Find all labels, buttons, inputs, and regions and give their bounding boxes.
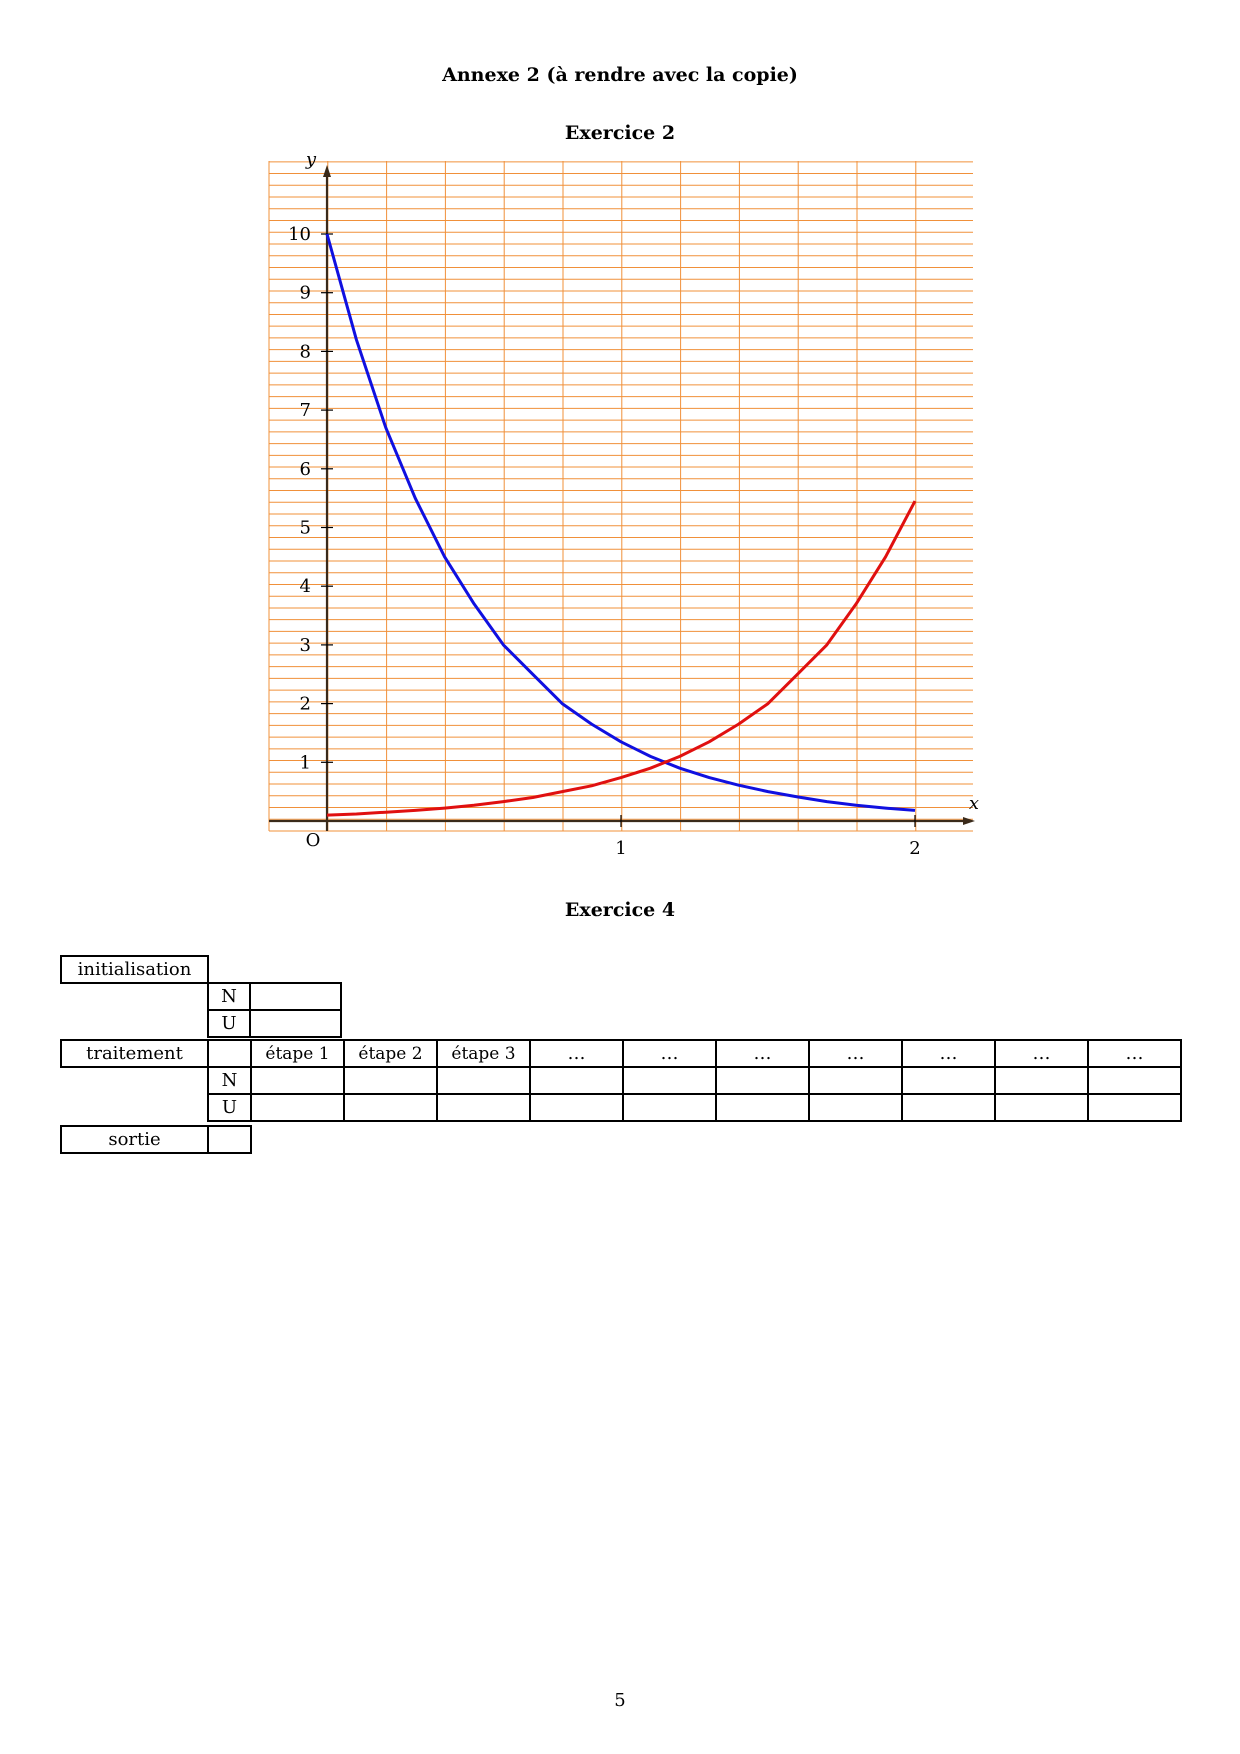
x-tick-label: 2 [909,838,920,859]
traitement-n-label: N [207,1066,252,1095]
x-axis-label: x [969,793,979,814]
y-tick-label: 2 [300,694,311,715]
x-axis-arrow [963,817,975,825]
y-tick-label: 9 [300,283,311,304]
u-value-cell[interactable] [250,1093,345,1122]
step-header: … [994,1039,1089,1068]
traitement-table: traitement étape 1 étape 2 étape 3 … … …… [60,1039,1182,1122]
init-n-cell[interactable] [249,982,342,1011]
init-u-cell[interactable] [249,1009,342,1038]
step-header: … [529,1039,624,1068]
init-n-label: N [207,982,251,1011]
y-tick-label: 6 [300,459,311,480]
sortie-cell[interactable] [207,1125,252,1154]
step-header: … [901,1039,996,1068]
n-value-cell[interactable] [529,1066,624,1095]
step-header: étape 1 [250,1039,345,1068]
sortie-label: sortie [60,1125,209,1154]
y-tick-label: 1 [300,752,311,773]
origin-label: O [306,830,321,851]
step-header: étape 2 [343,1039,438,1068]
u-value-cell[interactable] [622,1093,717,1122]
annexe-title: Annexe 2 (à rendre avec la copie) [442,64,798,86]
step-header: … [808,1039,903,1068]
u-value-cell[interactable] [1087,1093,1182,1122]
init-u-label: U [207,1009,251,1038]
u-value-cell[interactable] [808,1093,903,1122]
n-value-cell[interactable] [1087,1066,1182,1095]
u-value-cell[interactable] [715,1093,810,1122]
y-tick-label: 8 [300,341,311,362]
step-header: étape 3 [436,1039,531,1068]
exercise4-title: Exercice 4 [564,899,676,921]
y-tick-label: 7 [300,400,311,421]
decreasing-curve [325,233,916,812]
y-tick-label: 10 [288,224,311,245]
step-header: … [715,1039,810,1068]
exercise2-graph: 1 2 3 4 5 6 7 8 9 10 1 2 Ox y [268,155,979,859]
u-value-cell[interactable] [901,1093,996,1122]
n-value-cell[interactable] [994,1066,1089,1095]
traitement-blank-cell [207,1039,252,1068]
y-axis-arrow [323,165,331,177]
sortie-table: sortie [60,1125,252,1154]
u-value-cell[interactable] [994,1093,1089,1122]
n-value-cell[interactable] [622,1066,717,1095]
u-value-cell[interactable] [529,1093,624,1122]
initialisation-label: initialisation [60,955,209,984]
step-header: … [1087,1039,1182,1068]
u-value-cell[interactable] [436,1093,531,1122]
step-header: … [622,1039,717,1068]
traitement-u-label: U [207,1093,252,1122]
u-value-cell[interactable] [343,1093,438,1122]
n-value-cell[interactable] [343,1066,438,1095]
y-axis-label: y [305,155,317,170]
exercise2-title: Exercice 2 [564,122,676,144]
y-tick-label: 4 [300,576,311,597]
n-value-cell[interactable] [901,1066,996,1095]
n-value-cell[interactable] [436,1066,531,1095]
traitement-label: traitement [60,1039,209,1068]
n-value-cell[interactable] [250,1066,345,1095]
increasing-curve [326,500,917,817]
page-number: 5 [614,1690,626,1711]
n-value-cell[interactable] [715,1066,810,1095]
x-tick-label: 1 [615,838,626,859]
n-value-cell[interactable] [808,1066,903,1095]
initialisation-table: initialisation N U [60,955,342,1038]
y-tick-label: 5 [300,518,311,539]
y-tick-label: 3 [300,635,311,656]
